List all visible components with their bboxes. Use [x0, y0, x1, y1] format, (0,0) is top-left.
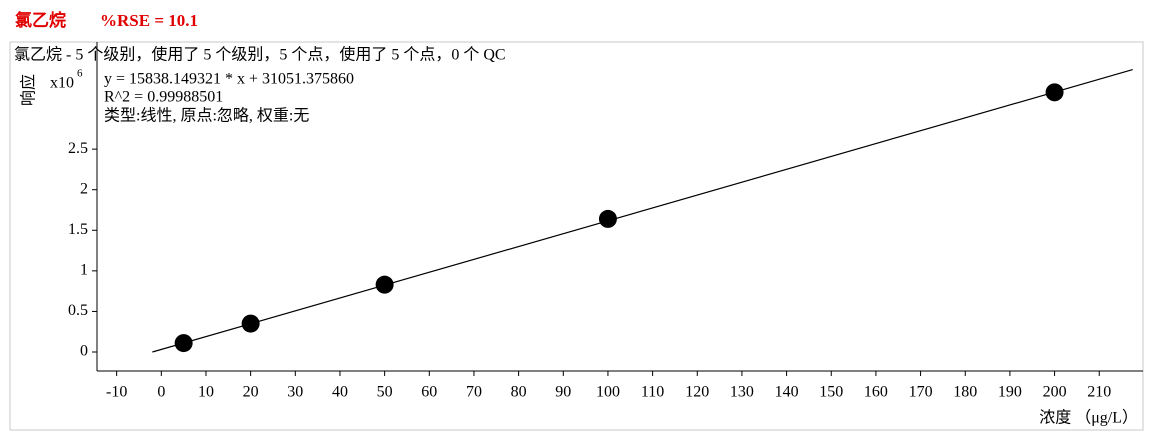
summary: 氯乙烷 - 5 个级别，使用了 5 个级别，5 个点，使用了 5 个点，0 个 … [14, 46, 506, 64]
x-tick-label: 100 [596, 384, 620, 401]
y-tick-label: 1 [80, 262, 88, 279]
x-tick-label: 60 [421, 384, 437, 401]
x-tick-label: 170 [909, 384, 933, 401]
data-point [241, 314, 260, 333]
x-tick-label: 130 [730, 384, 754, 401]
chart-subtitle: %RSE = 10.1 [100, 11, 198, 30]
x-tick-label: 180 [953, 384, 977, 401]
data-point [174, 334, 193, 353]
x-tick-label: 190 [998, 384, 1022, 401]
y-tick-label: 0.5 [68, 302, 88, 319]
plot-frame [9, 41, 1144, 431]
data-point [375, 275, 394, 294]
x-tick-label: 160 [864, 384, 888, 401]
x-tick-label: 50 [377, 384, 393, 401]
x-tick-label: 200 [1043, 384, 1067, 401]
x-tick-label: 0 [157, 384, 165, 401]
x-tick-label: -10 [106, 384, 127, 401]
y-tick-label: 1.5 [68, 221, 88, 238]
x-tick-label: 210 [1087, 384, 1111, 401]
x-tick-label: 80 [511, 384, 527, 401]
x-tick-label: 10 [198, 384, 214, 401]
x-tick-label: 20 [243, 384, 259, 401]
x-tick-label: 140 [775, 384, 799, 401]
data-point [598, 209, 617, 228]
y-tick-label: 0 [80, 343, 88, 360]
x-tick-label: 120 [685, 384, 709, 401]
r-squared: R^2 = 0.99988501 [104, 89, 223, 106]
x-tick-label: 30 [287, 384, 303, 401]
y-scale-exponent: 6 [77, 68, 83, 80]
data-point [1045, 83, 1064, 102]
x-tick-label: 110 [641, 384, 664, 401]
x-tick-label: 90 [555, 384, 571, 401]
x-tick-label: 150 [819, 384, 843, 401]
y-tick-label: 2 [80, 180, 88, 197]
y-axis-label: 响应 [19, 74, 38, 106]
y-scale-base: x10 [50, 75, 74, 92]
equation: y = 15838.149321 * x + 31051.375860 [104, 71, 354, 88]
chart-title: 氯乙烷 [15, 10, 66, 30]
x-axis-label: 浓度 （μg/L） [1039, 409, 1138, 427]
x-tick-label: 40 [332, 384, 348, 401]
y-tick-label: 2.5 [68, 140, 88, 157]
x-tick-label: 70 [466, 384, 482, 401]
fit-info: 类型:线性, 原点:忽略, 权重:无 [104, 107, 309, 125]
fit-line [152, 69, 1133, 353]
